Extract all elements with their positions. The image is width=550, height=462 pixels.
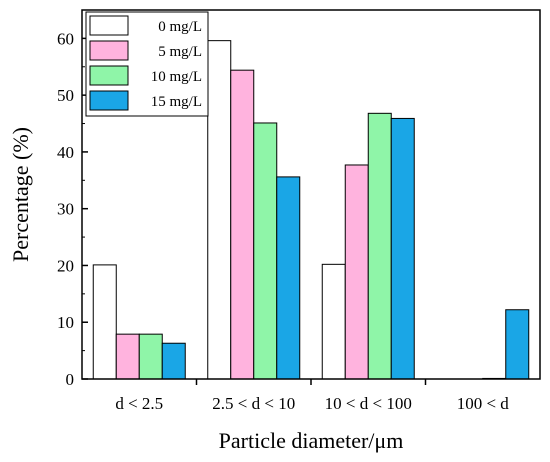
x-tick-label: 2.5 < d < 10	[212, 394, 295, 413]
bar-1-2	[115, 333, 140, 380]
bars-layer	[92, 40, 530, 380]
y-tick-label: 50	[57, 86, 74, 105]
legend-label: 0 mg/L	[158, 19, 202, 35]
x-axis-title: Particle diameter/μm	[219, 428, 404, 453]
ticks-layer: 0 10 20 30 40 50 60 d < 2.5 2.5 < d < 10 10 < d <…	[57, 29, 509, 413]
legend-label: 10 mg/L	[151, 69, 202, 85]
bar-3-4	[390, 117, 415, 380]
bar-2-3	[253, 122, 278, 380]
legend-swatch	[89, 40, 129, 61]
y-tick-label: 10	[57, 313, 74, 332]
bar-4-4	[505, 309, 530, 380]
bar-3-1	[321, 263, 346, 380]
bar-1-1	[92, 264, 117, 380]
bar-2-4	[276, 176, 301, 380]
legend: 0 mg/L 5 mg/L 10 mg/L 15 mg/L	[85, 11, 209, 117]
y-axis-title: Percentage (%)	[8, 127, 33, 262]
bar-1-4	[161, 342, 186, 380]
legend-swatch	[89, 65, 129, 86]
legend-swatch	[89, 15, 129, 36]
y-tick-label: 40	[57, 143, 74, 162]
legend-label: 5 mg/L	[158, 44, 202, 60]
bar-3-2	[344, 164, 369, 380]
y-tick-label: 30	[57, 200, 74, 219]
x-tick-label: 10 < d < 100	[325, 394, 412, 413]
y-tick-label: 20	[57, 256, 74, 275]
bar-3-3	[367, 112, 392, 380]
bar-2-1	[207, 40, 232, 380]
x-tick-label: 100 < d	[457, 394, 510, 413]
legend-label: 15 mg/L	[151, 94, 202, 110]
bar-2-2	[230, 69, 255, 380]
legend-swatch	[89, 90, 129, 111]
x-tick-label: d < 2.5	[115, 394, 163, 413]
y-tick-label: 0	[66, 370, 75, 389]
y-tick-label: 60	[57, 29, 74, 48]
bar-1-3	[138, 333, 163, 380]
